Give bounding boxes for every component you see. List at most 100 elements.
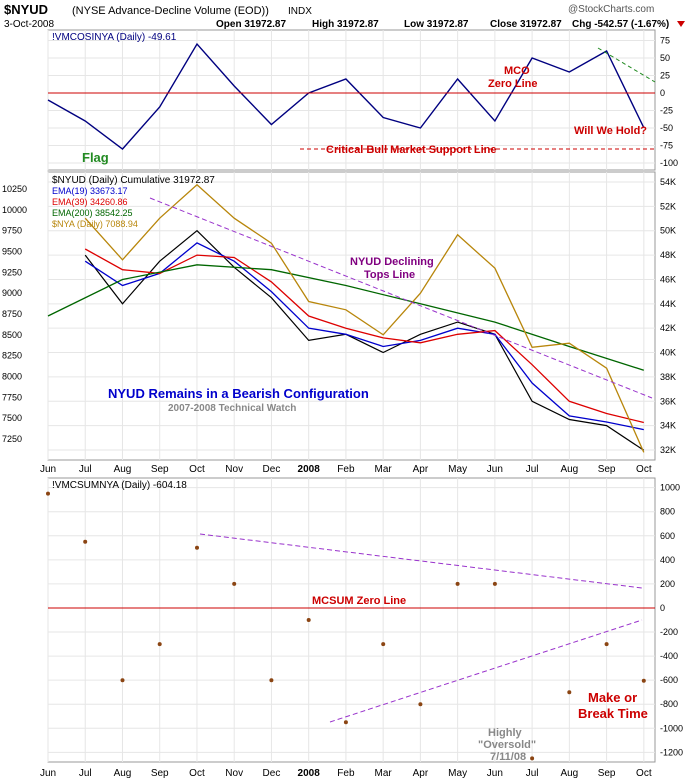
x-tick-label: Jul: [79, 464, 92, 475]
mcsum-point: [306, 618, 311, 622]
flag-label: Flag: [82, 150, 109, 165]
nyud-left-tick: 9500: [2, 247, 22, 257]
x-tick-label: May: [448, 768, 467, 779]
ema39-legend: EMA(39) 34260.86: [52, 197, 128, 207]
nyud-right-tick: 54K: [660, 177, 676, 187]
nya-legend: $NYA (Daily) 7088.94: [52, 219, 138, 229]
mcsum-point: [530, 756, 535, 761]
exchange: INDX: [288, 6, 312, 17]
mcsum-y-tick: -1000: [660, 723, 683, 733]
chg: Chg -542.57 (-1.67%): [572, 19, 669, 30]
x-tick-label: Mar: [375, 768, 393, 779]
mcsum-y-tick: 1000: [660, 483, 680, 493]
mcsum-upper-trend-line: [199, 533, 643, 589]
x-tick-label: Nov: [225, 768, 243, 779]
mcsum-point: [455, 581, 460, 586]
mcsum-point: [83, 539, 88, 544]
x-tick-label: Jun: [487, 464, 503, 475]
break-time-label: Break Time: [578, 706, 648, 721]
declining-label-2: Tops Line: [364, 269, 415, 281]
x-tick-label: Feb: [337, 464, 355, 475]
x-tick-label: Nov: [225, 464, 243, 475]
mcsum-y-tick: 200: [660, 579, 675, 589]
mco-y-tick: 75: [660, 36, 670, 46]
x-tick-label: Jun: [40, 464, 56, 475]
mcsum-y-tick: 600: [660, 531, 675, 541]
tick-layer: Jun Jun Jul Jul Aug Aug Sep Sep Oct Oct Nov Nov Dec D…: [2, 36, 683, 780]
x-tick-label: Sep: [151, 768, 169, 779]
mco-y-tick: -25: [660, 106, 673, 116]
mco-legend: !VMCOSINYA (Daily) -49.61: [52, 32, 177, 43]
mco-y-tick: 0: [660, 88, 665, 98]
x-tick-label: Oct: [189, 768, 205, 779]
ema200-legend: EMA(200) 38542.25: [52, 208, 133, 218]
mcsum-point: [604, 642, 609, 647]
x-tick-label: Oct: [636, 464, 652, 475]
mco-y-tick: 25: [660, 71, 670, 81]
mco-label: MCO: [504, 65, 530, 77]
mcsum-point: [418, 702, 423, 707]
nyud-right-tick: 40K: [660, 348, 676, 358]
high: High 31972.87: [312, 19, 379, 30]
x-tick-label: Dec: [263, 464, 281, 475]
low: Low 31972.87: [404, 19, 469, 30]
nyud-left-tick: 10000: [2, 205, 27, 215]
mcsum-point: [343, 720, 348, 725]
support-line-label: Critical Bull Market Support Line: [326, 144, 497, 156]
technical-watch-label: 2007-2008 Technical Watch: [168, 403, 296, 414]
down-triangle-icon: [677, 21, 685, 27]
mcsum-y-tick: -800: [660, 699, 678, 709]
nyud-left-tick: 9000: [2, 288, 22, 298]
grid-layer: [47, 30, 655, 762]
mcsum-legend: !VMCSUMNYA (Daily) -604.18: [52, 480, 187, 491]
mcsum-panel-frame: [47, 477, 656, 763]
x-tick-label: Aug: [114, 768, 132, 779]
bearish-label: NYUD Remains in a Bearish Configuration: [108, 386, 369, 401]
mcsum-point: [567, 690, 572, 695]
nyud-right-tick: 46K: [660, 274, 676, 284]
highly-label: Highly: [488, 727, 522, 739]
nyud-right-tick: 34K: [660, 421, 676, 431]
nyud-right-tick: 42K: [660, 323, 676, 333]
mcsum-zero-label: MCSUM Zero Line: [312, 595, 406, 607]
mcsum-point: [492, 581, 497, 586]
mcsum-point: [232, 581, 237, 586]
x-tick-label: Sep: [598, 768, 616, 779]
declining-label-1: NYUD Declining: [350, 256, 434, 268]
mcsum-y-tick: 0: [660, 603, 665, 613]
nyud-right-tick: 32K: [660, 445, 676, 455]
make-or-label: Make or: [588, 690, 637, 705]
mcsum-point: [46, 491, 50, 496]
x-tick-label: Sep: [598, 464, 616, 475]
mcsum-dots-layer: [46, 491, 646, 761]
nyud-right-tick: 44K: [660, 299, 676, 309]
mco-y-tick: -50: [660, 123, 673, 133]
x-tick-label: Aug: [114, 464, 132, 475]
nyud-right-tick: 52K: [660, 201, 676, 211]
x-tick-label: 2008: [298, 464, 321, 475]
series-layer: [47, 42, 645, 453]
nyud-left-tick: 9750: [2, 226, 22, 236]
nyud-series-line: [47, 264, 644, 371]
open: Open 31972.87: [216, 19, 286, 30]
x-tick-label: Apr: [413, 768, 429, 779]
x-tick-label: 2008: [298, 768, 321, 779]
mcsum-y-tick: -1200: [660, 747, 683, 757]
mco-panel-frame: [47, 29, 656, 171]
nyud-legend: $NYUD (Daily) Cumulative 31972.87: [52, 175, 215, 186]
will-we-hold-label: Will We Hold?: [574, 125, 647, 137]
mcsum-y-tick: -200: [660, 627, 678, 637]
nyud-left-tick: 7750: [2, 392, 22, 402]
x-tick-label: Mar: [375, 464, 393, 475]
x-tick-label: Jun: [40, 768, 56, 779]
nyud-left-tick: 8750: [2, 309, 22, 319]
mcsum-point: [269, 678, 274, 683]
nyud-series-line: [84, 183, 645, 453]
x-tick-label: Oct: [189, 464, 205, 475]
date-oversold-label: 7/11/08: [490, 751, 526, 763]
nyud-left-tick: 8250: [2, 351, 22, 361]
nyud-series-line: [84, 242, 644, 431]
mcsum-y-tick: 400: [660, 555, 675, 565]
